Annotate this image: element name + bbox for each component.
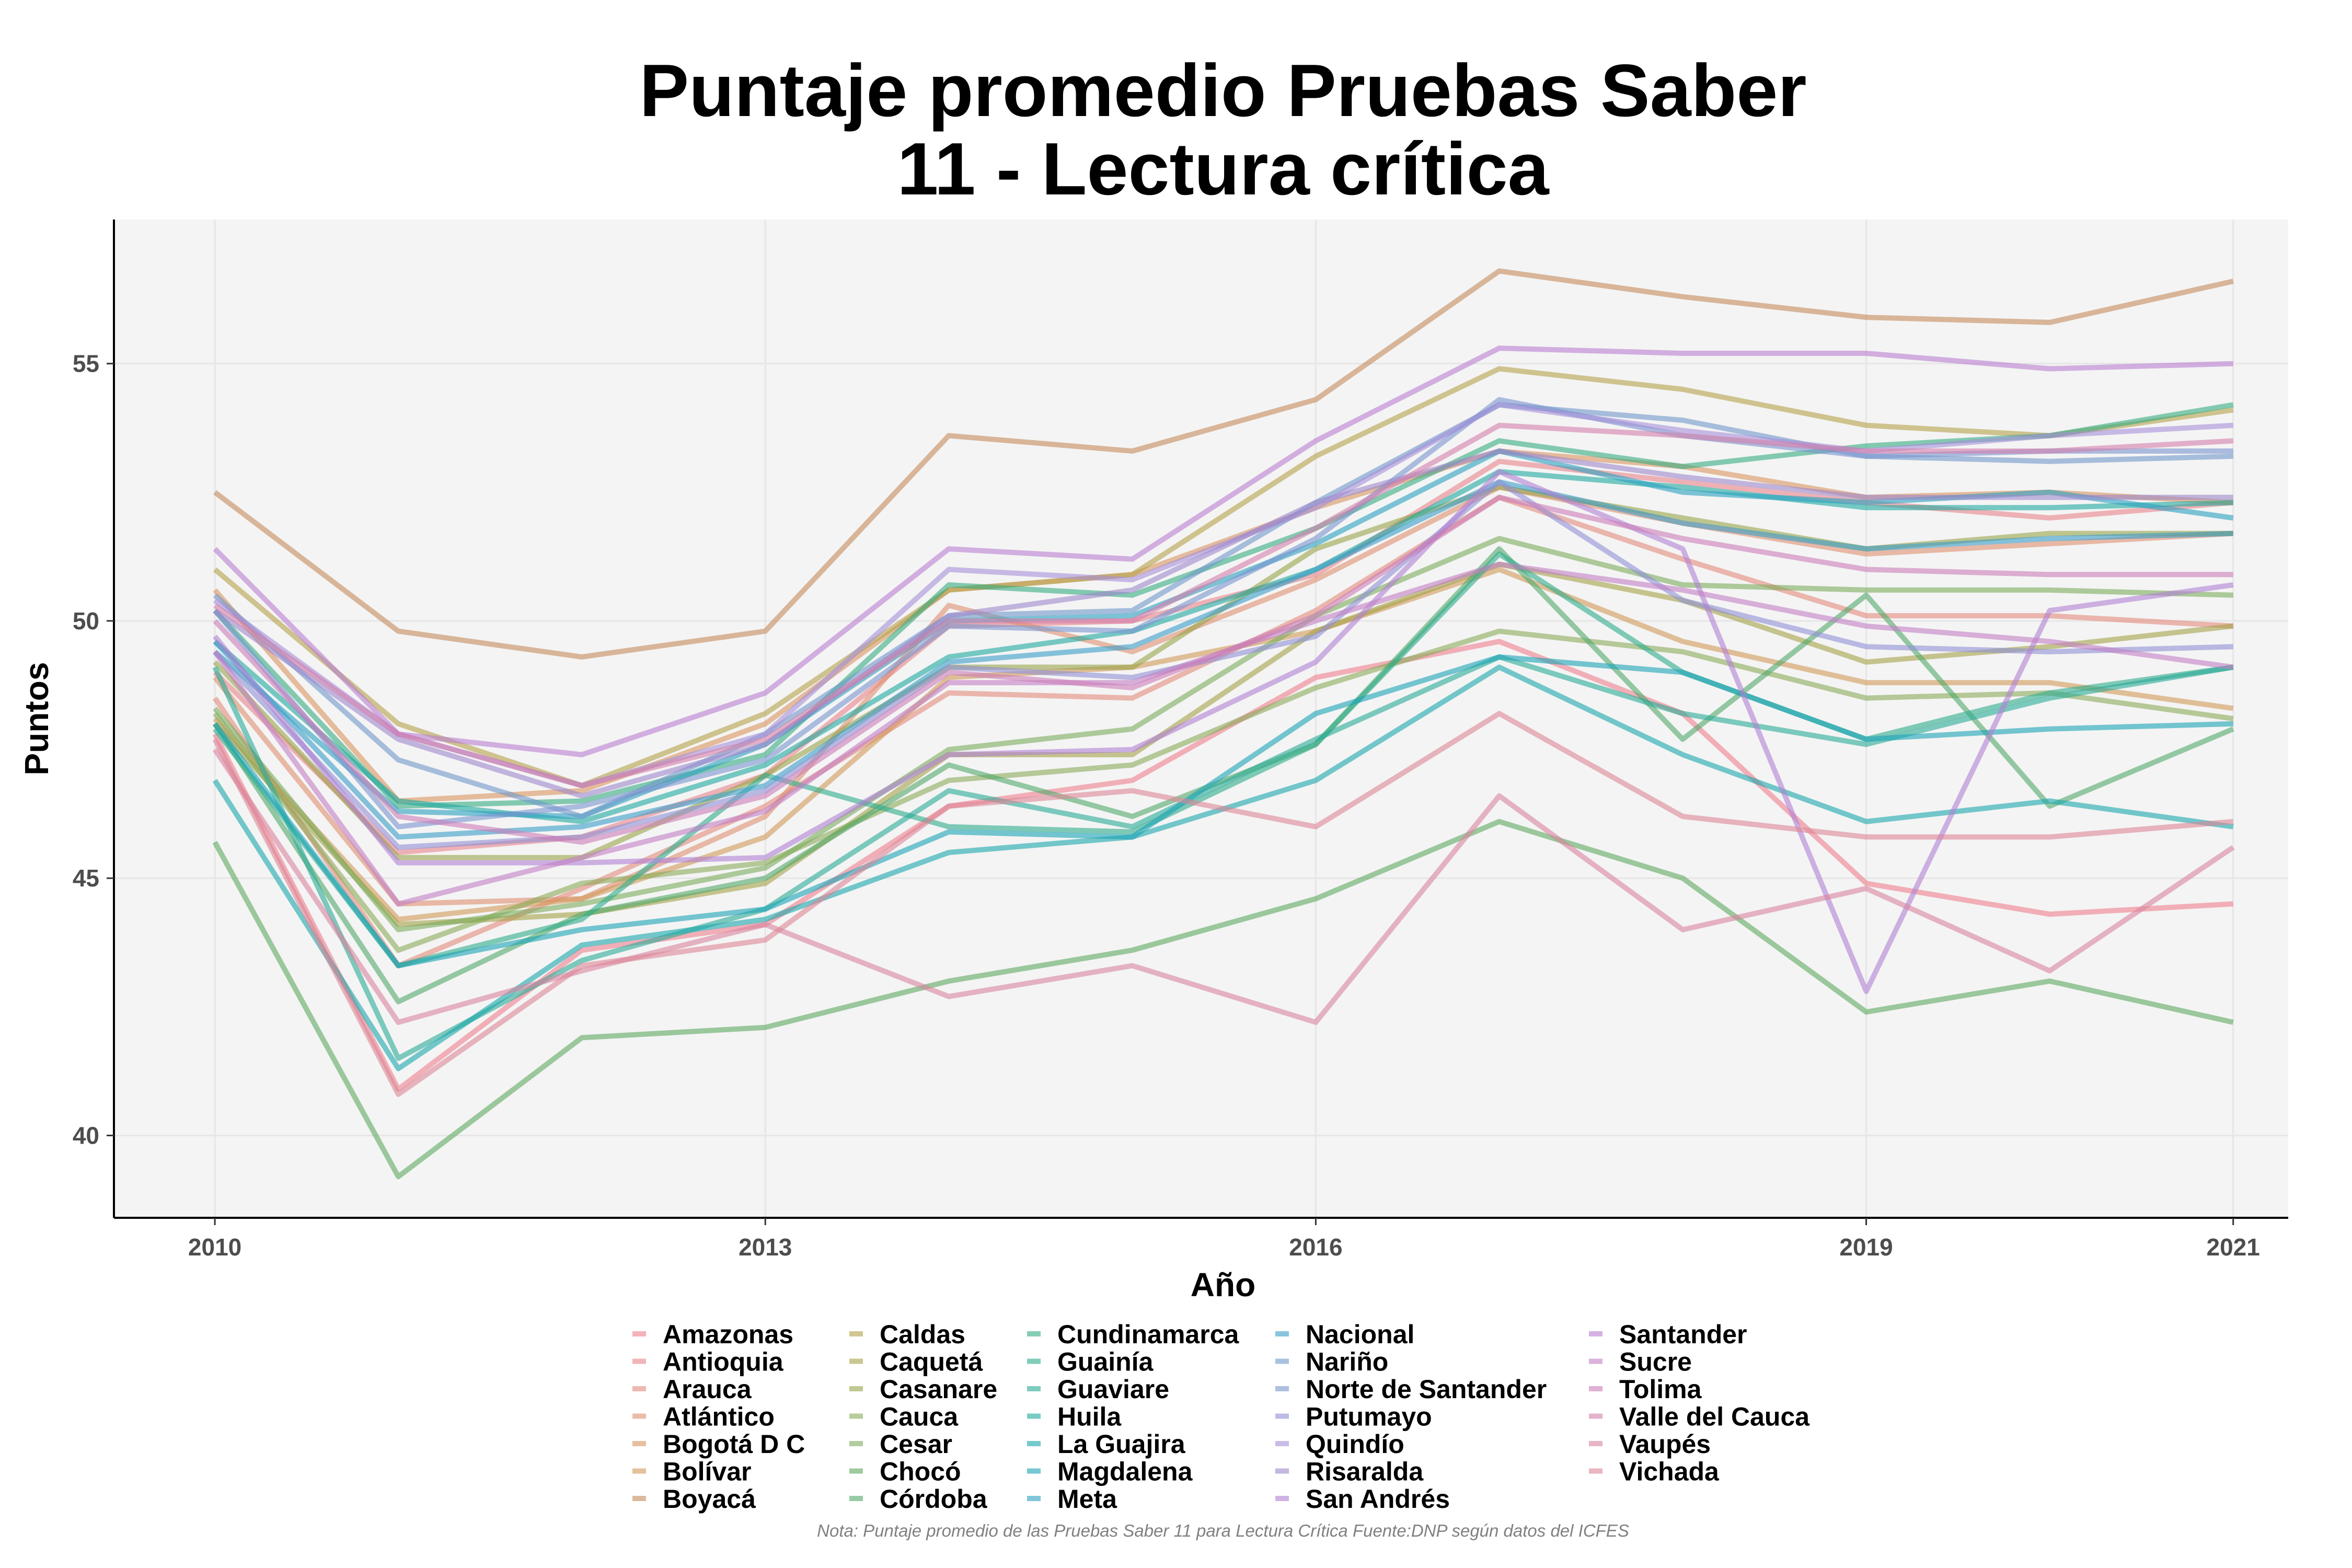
series-line: [212, 818, 2234, 1180]
series-line: [213, 628, 2234, 953]
series-line: [213, 536, 2233, 932]
legend-label: Cauca: [880, 1402, 959, 1432]
series-line: [213, 422, 2233, 788]
legend-label: Valle del Cauca: [1619, 1402, 1810, 1432]
legend-label: Norte de Santander: [1306, 1375, 1547, 1404]
chart-title-line-1: Puntaje promedio Pruebas Saber: [639, 49, 1806, 132]
legend-label: Nacional: [1306, 1320, 1414, 1349]
y-tick-label: 50: [73, 607, 99, 635]
series-line: [212, 711, 2234, 1097]
legend-label: San Andrés: [1306, 1484, 1450, 1514]
legend-label: Risaralda: [1306, 1457, 1424, 1486]
x-tick-label: 2019: [1839, 1233, 1893, 1261]
legend-label: Cundinamarca: [1057, 1320, 1240, 1349]
series-line: [213, 494, 2233, 845]
series-line: [213, 345, 2233, 757]
legend-label: Antioquia: [663, 1347, 784, 1377]
y-tick-label: 45: [73, 864, 99, 892]
legend-label: Putumayo: [1306, 1402, 1432, 1432]
series-line: [213, 397, 2233, 829]
legend-label: Arauca: [663, 1375, 752, 1404]
caption-note: Nota: Puntaje promedio de las Pruebas Sa…: [817, 1521, 1629, 1540]
legend-label: Atlántico: [663, 1402, 775, 1432]
legend-label: Bogotá D C: [663, 1429, 805, 1459]
legend-label: Nariño: [1306, 1347, 1388, 1377]
x-axis-title: Año: [1191, 1266, 1255, 1304]
legend-label: Meta: [1057, 1484, 1117, 1514]
x-tick-label: 2010: [188, 1233, 241, 1261]
series-line: [213, 402, 2234, 809]
series-line: [212, 748, 2235, 1025]
legend-label: Tolima: [1619, 1375, 1702, 1404]
y-axis-title: Puntos: [18, 662, 55, 776]
legend-label: Guainía: [1057, 1347, 1154, 1377]
legend-label: Quindío: [1306, 1429, 1404, 1459]
series-line: [213, 551, 2234, 969]
legend-label: Cesar: [880, 1429, 952, 1459]
legend-label: Boyacá: [663, 1484, 756, 1514]
series-line: [213, 654, 2233, 969]
legend-label: Huila: [1057, 1402, 1122, 1432]
legend-label: La Guajira: [1057, 1429, 1186, 1459]
x-tick-label: 2016: [1289, 1233, 1342, 1261]
y-axis-ticks: 40 45 50 55: [73, 350, 114, 1149]
legend-label: Caquetá: [880, 1347, 983, 1377]
y-tick-label: 55: [73, 350, 99, 377]
series-line: [213, 479, 2233, 840]
legend-label: Bolívar: [663, 1457, 752, 1486]
series-line: [213, 448, 2233, 799]
legend-label: Casanare: [880, 1375, 997, 1404]
legend-label: Amazonas: [663, 1320, 793, 1349]
legend-label: Sucre: [1619, 1347, 1692, 1377]
x-tick-label: 2021: [2207, 1233, 2260, 1261]
x-axis-ticks: 2010 2013 2016 2019 2021: [188, 1218, 2260, 1261]
x-tick-label: 2013: [739, 1233, 792, 1261]
series-line: [213, 448, 2234, 820]
legend-label: Guaviare: [1057, 1375, 1169, 1404]
y-tick-label: 40: [73, 1122, 99, 1149]
legend-label: Vaupés: [1619, 1429, 1711, 1459]
legend-label: Córdoba: [880, 1484, 988, 1514]
series-lines: [212, 268, 2235, 1180]
legend-label: Santander: [1619, 1320, 1747, 1349]
legend-label: Magdalena: [1057, 1457, 1193, 1486]
legend-label: Caldas: [880, 1320, 965, 1349]
series-line: [213, 561, 2234, 927]
legend-label: Vichada: [1619, 1457, 1720, 1486]
legend-label: Chocó: [880, 1457, 961, 1486]
series-line: [213, 268, 2234, 660]
chart-title-line-2: 11 - Lectura crítica: [897, 128, 1549, 211]
